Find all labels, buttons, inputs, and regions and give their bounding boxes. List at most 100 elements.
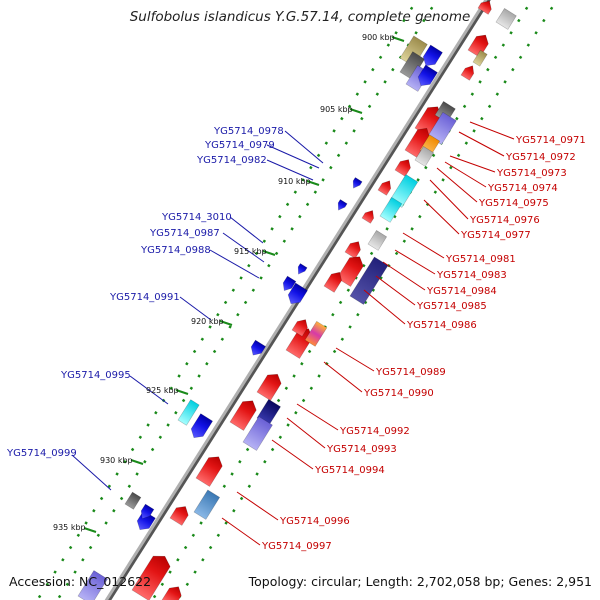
- locus-label-0974[interactable]: YG5714_0974: [487, 183, 558, 194]
- gene-arrow[interactable]: [169, 503, 191, 526]
- gene-arrow[interactable]: [336, 253, 366, 287]
- genome-title: Sulfobolus islandicus Y.G.57.14, complet…: [129, 9, 471, 25]
- topology-text: Topology: circular; Length: 2,702,058 bp…: [248, 574, 592, 589]
- gene-arrow[interactable]: [367, 230, 388, 251]
- label-connectors: [71, 121, 515, 546]
- locus-label-0977[interactable]: YG5714_0977: [460, 230, 531, 241]
- gene-arrow[interactable]: [420, 44, 443, 69]
- gene-arrow[interactable]: [195, 453, 225, 487]
- locus-label-0975[interactable]: YG5714_0975: [478, 198, 549, 209]
- locus-label-0979[interactable]: YG5714_0979: [204, 140, 275, 151]
- label-connector: [129, 375, 169, 405]
- label-connector: [394, 249, 436, 275]
- gene-arrow[interactable]: [344, 238, 364, 259]
- gene-arrow[interactable]: [350, 177, 363, 191]
- locus-label-0982[interactable]: YG5714_0982: [196, 155, 267, 166]
- label-connector: [429, 179, 469, 220]
- locus-label-0986[interactable]: YG5714_0986: [406, 320, 477, 331]
- kbp-label-925: 925 kbp: [146, 386, 179, 395]
- label-connector: [449, 155, 496, 173]
- gene-arrow[interactable]: [361, 208, 377, 224]
- label-connector: [363, 289, 406, 325]
- locus-label-0976[interactable]: YG5714_0976: [469, 215, 540, 226]
- gene-arrow[interactable]: [285, 282, 308, 307]
- locus-label-0985[interactable]: YG5714_0985: [416, 301, 487, 312]
- gene-arrow[interactable]: [229, 397, 259, 431]
- locus-label-0989[interactable]: YG5714_0989: [375, 367, 446, 378]
- gene-arrow[interactable]: [460, 63, 477, 81]
- locus-label-0983[interactable]: YG5714_0983: [436, 270, 507, 281]
- gene-arrow[interactable]: [138, 503, 155, 521]
- locus-label-0991[interactable]: YG5714_0991: [109, 292, 180, 303]
- gene-arrow[interactable]: [193, 489, 221, 520]
- kbp-tick: [130, 459, 144, 465]
- gene-arrow[interactable]: [472, 49, 488, 67]
- locus-label-0996[interactable]: YG5714_0996: [279, 516, 350, 527]
- label-connector: [179, 296, 212, 321]
- accession-text: Accession: NC_012622: [9, 574, 152, 589]
- kbp-label-930: 930 kbp: [100, 456, 133, 465]
- gene-arrow[interactable]: [377, 178, 394, 196]
- kbp-label-905: 905 kbp: [320, 105, 353, 114]
- kbp-label-935: 935 kbp: [53, 523, 86, 532]
- kbp-tick: [175, 389, 189, 395]
- gene-arrow[interactable]: [404, 125, 433, 158]
- gene-arrow[interactable]: [161, 583, 184, 600]
- gene-arrow[interactable]: [77, 570, 108, 600]
- gene-arrow[interactable]: [335, 199, 348, 213]
- gene-arrow[interactable]: [280, 275, 297, 293]
- locus-label-0997[interactable]: YG5714_0997: [261, 541, 332, 552]
- locus-label-0973[interactable]: YG5714_0973: [496, 168, 567, 179]
- locus-label-0993[interactable]: YG5714_0993: [326, 444, 397, 455]
- label-connector: [222, 232, 265, 263]
- locus-label-0972[interactable]: YG5714_0972: [505, 152, 576, 163]
- gene-arrow[interactable]: [291, 316, 311, 337]
- label-connector: [271, 439, 314, 470]
- gene-arrow[interactable]: [242, 416, 273, 451]
- locus-label-0981[interactable]: YG5714_0981: [445, 254, 516, 265]
- gene-arrow[interactable]: [304, 320, 328, 347]
- gene-arrow[interactable]: [177, 399, 200, 426]
- gene-arrow[interactable]: [414, 146, 435, 167]
- kbp-ticks: [83, 36, 405, 533]
- gene-arrow[interactable]: [379, 196, 403, 223]
- gene-arrow[interactable]: [248, 339, 267, 358]
- locus-label-3010[interactable]: YG5714_3010: [161, 212, 232, 223]
- locus-label-0978[interactable]: YG5714_0978: [213, 126, 284, 137]
- locus-label-0984[interactable]: YG5714_0984: [426, 286, 497, 297]
- kbp-tick: [83, 527, 97, 533]
- label-connector: [323, 361, 363, 393]
- label-connector: [286, 417, 326, 449]
- label-connector: [266, 159, 314, 181]
- locus-label-0987[interactable]: YG5714_0987: [149, 228, 220, 239]
- gene-arrow[interactable]: [477, 0, 495, 15]
- label-connector: [402, 232, 445, 259]
- gene-arrow[interactable]: [188, 413, 214, 442]
- locus-label-0988[interactable]: YG5714_0988: [140, 245, 211, 256]
- gene-arrow[interactable]: [124, 491, 142, 510]
- gene-features[interactable]: [77, 0, 517, 600]
- locus-label-0994[interactable]: YG5714_0994: [314, 465, 385, 476]
- locus-label-0999[interactable]: YG5714_0999: [6, 448, 77, 459]
- label-connector: [71, 454, 112, 491]
- locus-label-0990[interactable]: YG5714_0990: [363, 388, 434, 399]
- kbp-label-900: 900 kbp: [362, 33, 395, 42]
- label-connector: [209, 249, 260, 279]
- label-connector: [458, 131, 505, 157]
- kbp-tick: [391, 36, 405, 42]
- label-connector: [382, 261, 426, 291]
- gene-arrow[interactable]: [256, 370, 284, 401]
- locus-label-0992[interactable]: YG5714_0992: [339, 426, 410, 437]
- gene-arrow[interactable]: [415, 64, 438, 89]
- locus-label-0971[interactable]: YG5714_0971: [515, 135, 586, 146]
- kbp-tick: [219, 320, 233, 326]
- label-connector: [296, 403, 339, 431]
- gene-arrow[interactable]: [295, 263, 308, 277]
- gene-arrow[interactable]: [131, 551, 173, 600]
- locus-label-0995[interactable]: YG5714_0995: [60, 370, 131, 381]
- gene-arrow[interactable]: [394, 156, 414, 177]
- gene-arrow[interactable]: [495, 8, 517, 30]
- gene-arrow[interactable]: [323, 269, 345, 293]
- kbp-tick: [262, 250, 276, 256]
